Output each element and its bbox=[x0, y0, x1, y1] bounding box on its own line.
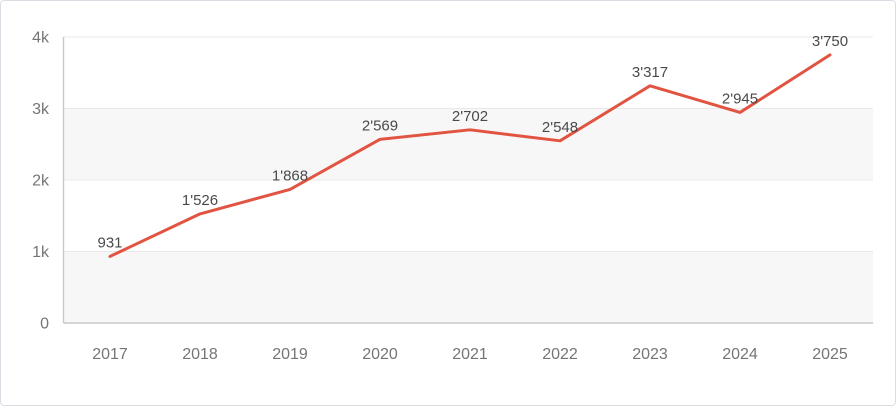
x-tick-label: 2023 bbox=[632, 346, 668, 363]
y-tick-label: 3k bbox=[32, 101, 50, 118]
data-label: 931 bbox=[97, 234, 122, 251]
x-tick-label: 2020 bbox=[362, 346, 398, 363]
data-label: 2'702 bbox=[452, 108, 488, 125]
x-tick-label: 2017 bbox=[92, 346, 128, 363]
x-tick-label: 2021 bbox=[452, 346, 488, 363]
data-label: 2'569 bbox=[362, 117, 398, 134]
x-tick-label: 2025 bbox=[812, 346, 848, 363]
series-line bbox=[108, 53, 832, 258]
data-label: 1'526 bbox=[182, 192, 218, 209]
y-tick-label: 0 bbox=[40, 316, 49, 333]
data-label: 3'750 bbox=[812, 33, 848, 50]
y-tick-label: 4k bbox=[32, 30, 50, 47]
x-tick-label: 2024 bbox=[722, 346, 758, 363]
x-tick-label: 2018 bbox=[182, 346, 218, 363]
data-label: 3'317 bbox=[632, 64, 668, 81]
y-tick-label: 2k bbox=[32, 173, 50, 190]
data-label: 1'868 bbox=[272, 167, 308, 184]
x-tick-label: 2022 bbox=[542, 346, 578, 363]
x-tick-label: 2019 bbox=[272, 346, 308, 363]
plot-band bbox=[63, 108, 873, 180]
data-label: 2'945 bbox=[722, 90, 758, 107]
y-tick-label: 1k bbox=[32, 244, 50, 261]
data-label: 2'548 bbox=[542, 119, 578, 136]
plot-band bbox=[63, 251, 873, 323]
